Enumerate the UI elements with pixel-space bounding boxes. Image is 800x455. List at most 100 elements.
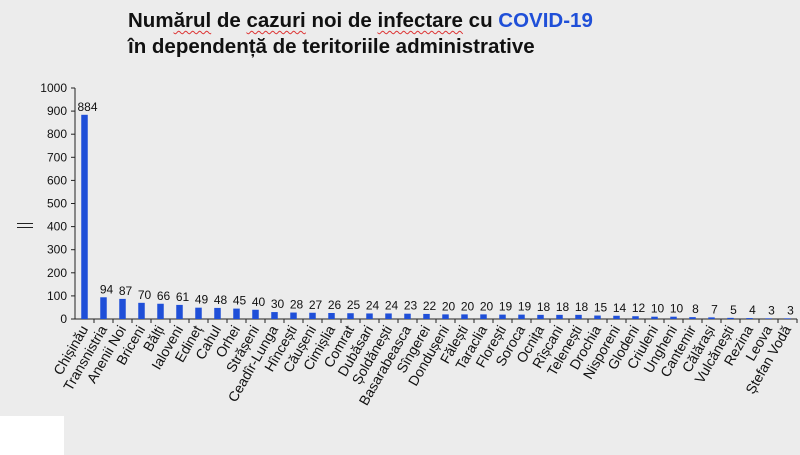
bar (480, 314, 487, 319)
y-tick-label: 900 (47, 104, 67, 118)
bar (708, 317, 715, 319)
corner-patch (0, 416, 64, 455)
bar (556, 314, 563, 319)
data-label: 22 (423, 299, 437, 313)
data-label: 27 (309, 298, 323, 312)
data-label: 48 (214, 293, 228, 307)
data-label: 20 (442, 299, 456, 313)
data-label: 10 (670, 302, 684, 316)
data-label: 30 (271, 297, 285, 311)
bar (233, 308, 240, 319)
bar (214, 307, 221, 319)
y-tick-label: 1000 (40, 81, 67, 95)
bar (138, 302, 145, 319)
bar (670, 316, 677, 319)
bar (651, 316, 658, 319)
data-label: 25 (347, 298, 361, 312)
data-label: 61 (176, 290, 190, 304)
y-tick-label: 700 (47, 150, 67, 164)
bar (784, 318, 791, 319)
data-label: 18 (537, 300, 551, 314)
data-label: 49 (195, 293, 209, 307)
bar (100, 297, 107, 319)
bar (499, 314, 506, 319)
bar (385, 313, 392, 319)
y-tick-label: 400 (47, 220, 67, 234)
data-label: 66 (157, 289, 171, 303)
bar (765, 318, 772, 319)
bar (252, 309, 259, 319)
data-label: 884 (77, 100, 97, 114)
y-tick-label: 0 (60, 312, 67, 326)
y-tick-label: 600 (47, 173, 67, 187)
data-label: 20 (461, 299, 475, 313)
chart-title: Numărul de cazuri noi de infectare cu CO… (128, 8, 593, 60)
bar (632, 316, 639, 319)
data-label: 7 (711, 302, 718, 316)
bar (309, 312, 316, 319)
bar (328, 312, 335, 319)
bar (689, 317, 696, 319)
y-tick-label: 100 (47, 289, 67, 303)
bar (271, 312, 278, 319)
bar (176, 304, 183, 319)
data-label: 18 (575, 300, 589, 314)
title-part-spellcheck: infectare (377, 9, 463, 32)
title-part: de (211, 9, 247, 32)
y-tick-label: 500 (47, 197, 67, 211)
data-label: 40 (252, 295, 266, 309)
data-label: 24 (366, 298, 380, 312)
title-part: noi de (305, 9, 378, 32)
bar (442, 314, 449, 319)
data-label: 4 (749, 303, 756, 317)
data-label: 24 (385, 298, 399, 312)
chart-title-line2: în dependență de teritoriile administrat… (128, 35, 535, 58)
data-label: 12 (632, 301, 646, 315)
axis-break-marker (17, 220, 33, 232)
data-label: 87 (119, 284, 133, 298)
bar (537, 314, 544, 319)
data-label: 3 (768, 303, 775, 317)
bar (575, 314, 582, 319)
title-part-spellcheck: cazuri (246, 9, 306, 32)
data-label: 18 (556, 300, 570, 314)
title-covid-highlight: COVID-19 (498, 9, 593, 32)
bar (423, 313, 430, 319)
data-label: 10 (651, 302, 665, 316)
data-label: 94 (100, 282, 114, 296)
data-label: 14 (613, 301, 627, 315)
bar (366, 313, 373, 319)
bar (461, 314, 468, 319)
bar (594, 315, 601, 319)
data-label: 8 (692, 302, 699, 316)
bar (347, 313, 354, 319)
y-tick-label: 800 (47, 127, 67, 141)
chart-title-line1: Numărul de cazuri noi de infectare cu CO… (128, 8, 593, 34)
data-label: 19 (499, 300, 513, 314)
data-label: 28 (290, 298, 304, 312)
bar (746, 318, 753, 319)
data-label: 19 (518, 300, 532, 314)
y-tick-label: 200 (47, 266, 67, 280)
bar (290, 312, 297, 319)
bar (404, 313, 411, 319)
title-part: Num (128, 9, 174, 32)
data-label: 45 (233, 294, 247, 308)
data-label: 5 (730, 303, 737, 317)
bar (81, 114, 88, 320)
data-label: 26 (328, 298, 342, 312)
data-label: 15 (594, 301, 608, 315)
bar (119, 298, 126, 319)
data-label: 70 (138, 288, 152, 302)
data-label: 23 (404, 299, 418, 313)
bar (727, 317, 734, 319)
bar (157, 303, 164, 319)
bar (518, 314, 525, 319)
bar (613, 315, 620, 319)
title-part: cu (462, 9, 499, 32)
y-tick-label: 300 (47, 243, 67, 257)
bar (195, 307, 202, 319)
data-label: 20 (480, 299, 494, 313)
title-part-spellcheck: ărul (173, 9, 212, 32)
